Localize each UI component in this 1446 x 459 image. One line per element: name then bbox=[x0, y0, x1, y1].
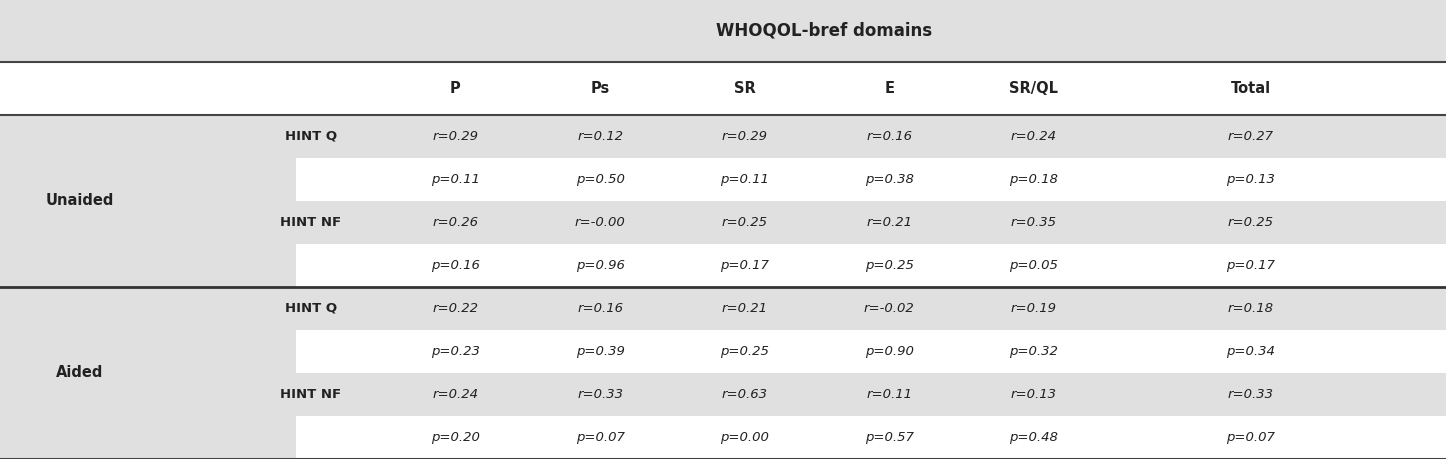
Text: r=-0.02: r=-0.02 bbox=[863, 302, 915, 315]
Text: r=0.29: r=0.29 bbox=[722, 130, 768, 143]
Text: r=0.24: r=0.24 bbox=[432, 388, 479, 401]
Bar bbox=[0, 0, 1446, 62]
Bar bbox=[0, 373, 1446, 416]
Text: p=0.32: p=0.32 bbox=[1009, 345, 1058, 358]
Text: p=0.25: p=0.25 bbox=[720, 345, 769, 358]
Bar bbox=[0, 287, 296, 459]
Text: p=0.11: p=0.11 bbox=[431, 173, 480, 186]
Bar bbox=[0, 115, 1446, 158]
Bar bbox=[0, 287, 1446, 330]
Text: p=0.25: p=0.25 bbox=[865, 259, 914, 272]
Text: p=0.48: p=0.48 bbox=[1009, 431, 1058, 444]
Text: HINT NF: HINT NF bbox=[281, 388, 341, 401]
Text: p=0.96: p=0.96 bbox=[576, 259, 625, 272]
Text: r=0.25: r=0.25 bbox=[1228, 216, 1274, 229]
Text: r=-0.00: r=-0.00 bbox=[574, 216, 626, 229]
Text: SR: SR bbox=[733, 81, 756, 96]
Text: r=0.21: r=0.21 bbox=[866, 216, 912, 229]
Text: r=0.12: r=0.12 bbox=[577, 130, 623, 143]
Bar bbox=[0, 330, 1446, 373]
Text: p=0.57: p=0.57 bbox=[865, 431, 914, 444]
Text: r=0.33: r=0.33 bbox=[1228, 388, 1274, 401]
Text: p=0.17: p=0.17 bbox=[1226, 259, 1275, 272]
Text: r=0.24: r=0.24 bbox=[1011, 130, 1057, 143]
Text: SR/QL: SR/QL bbox=[1009, 81, 1058, 96]
Text: p=0.38: p=0.38 bbox=[865, 173, 914, 186]
Text: r=0.21: r=0.21 bbox=[722, 302, 768, 315]
Text: E: E bbox=[885, 81, 894, 96]
Text: HINT Q: HINT Q bbox=[285, 130, 337, 143]
Text: p=0.17: p=0.17 bbox=[720, 259, 769, 272]
Text: p=0.18: p=0.18 bbox=[1009, 173, 1058, 186]
Text: r=0.18: r=0.18 bbox=[1228, 302, 1274, 315]
Bar bbox=[0, 244, 1446, 287]
Text: r=0.27: r=0.27 bbox=[1228, 130, 1274, 143]
Text: p=0.00: p=0.00 bbox=[720, 431, 769, 444]
Text: r=0.29: r=0.29 bbox=[432, 130, 479, 143]
Text: p=0.34: p=0.34 bbox=[1226, 345, 1275, 358]
Text: p=0.05: p=0.05 bbox=[1009, 259, 1058, 272]
Text: p=0.16: p=0.16 bbox=[431, 259, 480, 272]
Text: r=0.26: r=0.26 bbox=[432, 216, 479, 229]
Bar bbox=[0, 416, 1446, 459]
Text: p=0.90: p=0.90 bbox=[865, 345, 914, 358]
Text: Aided: Aided bbox=[56, 365, 103, 381]
Text: r=0.16: r=0.16 bbox=[577, 302, 623, 315]
Text: p=0.13: p=0.13 bbox=[1226, 173, 1275, 186]
Text: p=0.07: p=0.07 bbox=[576, 431, 625, 444]
Text: p=0.50: p=0.50 bbox=[576, 173, 625, 186]
Text: WHOQOL-bref domains: WHOQOL-bref domains bbox=[716, 22, 933, 40]
Text: p=0.11: p=0.11 bbox=[720, 173, 769, 186]
Text: p=0.20: p=0.20 bbox=[431, 431, 480, 444]
Text: r=0.11: r=0.11 bbox=[866, 388, 912, 401]
Text: p=0.23: p=0.23 bbox=[431, 345, 480, 358]
Bar bbox=[0, 62, 1446, 115]
Text: Total: Total bbox=[1231, 81, 1271, 96]
Text: r=0.25: r=0.25 bbox=[722, 216, 768, 229]
Text: r=0.35: r=0.35 bbox=[1011, 216, 1057, 229]
Text: r=0.19: r=0.19 bbox=[1011, 302, 1057, 315]
Text: Ps: Ps bbox=[590, 81, 610, 96]
Text: r=0.33: r=0.33 bbox=[577, 388, 623, 401]
Text: r=0.13: r=0.13 bbox=[1011, 388, 1057, 401]
Bar bbox=[0, 115, 296, 287]
Text: r=0.63: r=0.63 bbox=[722, 388, 768, 401]
Bar bbox=[0, 201, 1446, 244]
Text: Unaided: Unaided bbox=[45, 193, 114, 208]
Text: r=0.16: r=0.16 bbox=[866, 130, 912, 143]
Text: HINT NF: HINT NF bbox=[281, 216, 341, 229]
Text: p=0.07: p=0.07 bbox=[1226, 431, 1275, 444]
Text: HINT Q: HINT Q bbox=[285, 302, 337, 315]
Text: p=0.39: p=0.39 bbox=[576, 345, 625, 358]
Text: r=0.22: r=0.22 bbox=[432, 302, 479, 315]
Bar bbox=[0, 158, 1446, 201]
Text: P: P bbox=[450, 81, 461, 96]
